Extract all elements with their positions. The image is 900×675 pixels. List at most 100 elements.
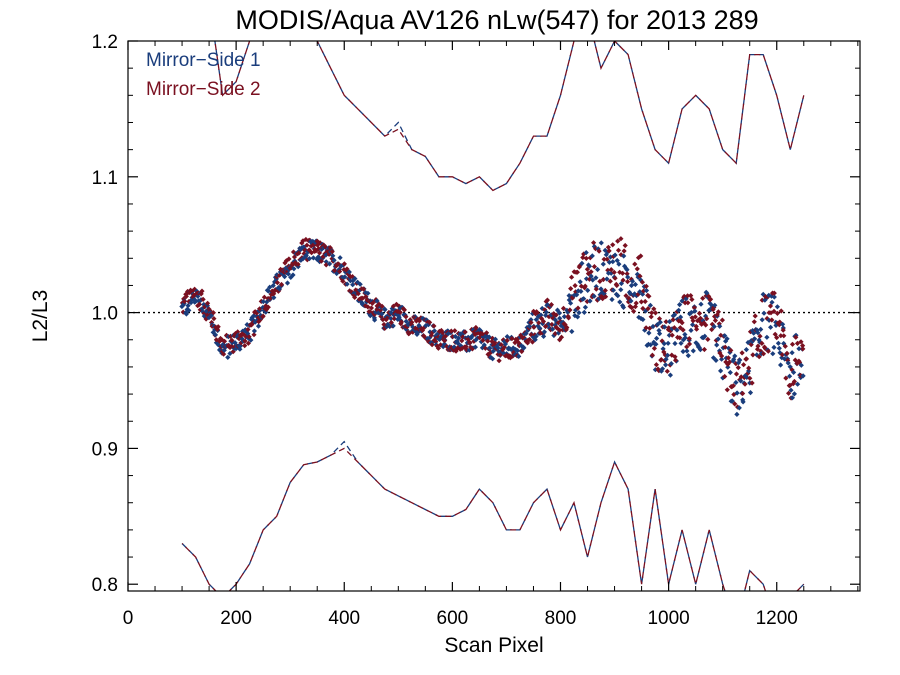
mirror-side-2-point [686,341,693,347]
mirror-side-1-point [379,311,385,317]
mirror-side-1-point [723,338,729,344]
mirror-side-2-point [709,321,715,327]
mirror-side-1-point [478,339,484,345]
mirror-side-2-point [479,331,485,337]
mirror-side-1-point [388,315,394,322]
mirror-side-1-point [573,307,579,313]
mirror-side-2-point [463,344,469,350]
mirror-side-2-point [703,322,709,328]
mirror-side-1-point [355,279,361,285]
plot-area [128,41,860,591]
mirror-side-1-point [566,297,572,303]
mirror-side-1-point [668,361,674,367]
mirror-side-2-point [708,296,714,302]
mirror-side-2-point [662,352,668,358]
mirror-side-2-point [705,336,711,342]
mirror-side-2-point [540,331,546,337]
mirror-side-2-point [542,307,548,313]
mirror-side-2-point [431,337,437,343]
mirror-side-1-point [206,315,212,321]
mirror-side-2-point [626,295,632,301]
mirror-side-1-point [620,304,627,310]
mirror-side-2-point [749,380,755,386]
mirror-side-1-point [669,326,675,332]
mirror-side-1-point [754,327,760,333]
mirror-side-2-point [593,286,599,292]
mirror-side-1-point [727,369,733,376]
mirror-side-2-point [643,283,649,289]
mirror-side-1-point [791,369,797,375]
mirror-side-2-point [769,317,775,323]
mirror-side-1-point [674,327,680,333]
mirror-side-1-point [679,298,685,304]
mirror-side-2-point [622,242,628,249]
mirror-side-2-point [735,365,741,371]
mirror-side-2-point [649,352,655,358]
mirror-side-2-point [674,309,680,315]
mirror-side-2-point [309,250,315,256]
mirror-side-1-point [338,263,344,269]
mirror-side-2-point [615,247,622,253]
mirror-side-2-point [646,293,652,299]
mirror-side-2-point [661,349,667,355]
mirror-side-1-point [684,348,690,354]
mirror-side-2-point [664,368,670,374]
mirror-side-2-point [784,350,790,356]
mirror-side-1-point [761,310,767,316]
mirror-side-2-point [680,327,686,333]
mirror-side-1-point [510,348,516,354]
mirror-side-1-point [487,345,493,351]
mirror-side-2-point [610,242,616,248]
mirror-side-2-point [311,242,317,248]
mirror-side-2-point [323,262,329,268]
mirror-side-2-point [462,329,468,335]
mirror-side-1-point [734,390,740,396]
mirror-side-2-point [419,326,425,332]
mirror-side-2-point [421,333,427,339]
mirror-side-2-point [484,330,490,336]
mirror-side-1-point [272,279,278,285]
mirror-side-1-point [601,291,607,297]
mirror-side-2-point [791,378,797,385]
mirror-side-1-point [738,378,744,384]
mirror-side-2-point [618,252,624,258]
mirror-side-2-point [760,351,767,357]
legend-entry-mirror-side-2: Mirror−Side 2 [146,79,261,100]
mirror-side-2-point [611,269,617,275]
mirror-side-2-point [684,344,690,350]
mirror-side-1-point [711,324,717,330]
mirror-side-2-point [452,328,458,334]
mirror-side-1-point [778,362,784,368]
mirror-side-1-point [271,295,277,301]
mirror-side-2-point [548,302,554,308]
mirror-side-1-point [566,293,572,299]
mirror-side-2-point [344,266,350,272]
mirror-side-2-point [653,362,659,368]
mirror-side-2-point [378,313,384,319]
mirror-side-2-point [226,342,232,348]
mirror-side-2-point [772,331,778,337]
mirror-side-2-point [607,278,613,284]
mirror-side-2-point [534,310,540,316]
mirror-side-1-point [751,330,757,336]
mirror-side-1-point [352,276,358,282]
mirror-side-1-point [578,288,584,294]
mirror-side-1-point [657,319,663,325]
mirror-side-2-point [435,345,441,351]
mirror-side-2-point [363,303,369,309]
mirror-side-2-point [214,326,220,332]
mirror-side-1-point [682,331,688,338]
mirror-side-2-point [352,294,358,300]
mirror-side-1-point [779,355,785,361]
mirror-side-2-point [440,330,446,336]
mirror-side-2-point [540,318,547,325]
mirror-side-1-point [615,293,621,299]
mirror-side-2-point [634,266,640,272]
mirror-side-1-point [248,337,254,343]
mirror-side-2-point [779,352,785,358]
mirror-side-1-point [291,266,297,272]
mirror-side-1-point [263,309,269,315]
mirror-side-1-point [457,331,463,337]
mirror-side-2-point [409,319,415,325]
mirror-side-2-point [682,300,688,306]
